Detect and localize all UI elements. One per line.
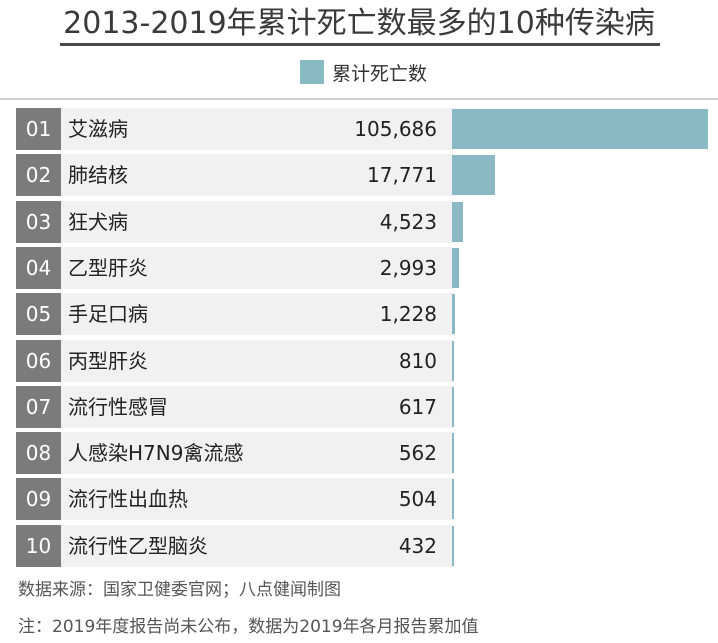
rank-label: 07	[16, 386, 61, 428]
value-label: 810	[398, 349, 437, 373]
rank-label: 01	[16, 108, 61, 150]
category-label: 人感染H7N9禽流感	[68, 441, 244, 465]
rank-label: 03	[16, 201, 61, 243]
category-label: 流行性出血热	[68, 487, 188, 511]
table-row: 04 乙型肝炎 2,993	[16, 247, 453, 289]
category-label: 乙型肝炎	[68, 256, 148, 280]
value-label: 617	[398, 395, 437, 419]
chart-title: 2013-2019年累计死亡数最多的10种传染病	[63, 6, 655, 41]
table-row: 08 人感染H7N9禽流感 562	[16, 432, 453, 474]
bar	[452, 341, 454, 381]
category-label: 手足口病	[68, 302, 148, 326]
table-row: 10 流行性乙型脑炎 432	[16, 525, 453, 567]
bar	[452, 387, 454, 427]
value-label: 1,228	[379, 302, 437, 326]
bar	[452, 109, 708, 149]
rank-label: 05	[16, 293, 61, 335]
bar	[452, 155, 495, 195]
category-label: 狂犬病	[68, 210, 128, 234]
footnote: 注：2019年度报告尚未公布，数据为2019年各月报告累加值	[18, 617, 479, 637]
category-label: 丙型肝炎	[68, 349, 148, 373]
bar	[452, 526, 454, 566]
bar	[452, 202, 463, 242]
table-row: 02 肺结核 17,771	[16, 154, 453, 196]
table-row: 05 手足口病 1,228	[16, 293, 453, 335]
source-note: 数据来源：国家卫健委官网；八点健闻制图	[18, 580, 341, 600]
bar	[452, 479, 454, 519]
value-label: 105,686	[354, 117, 437, 141]
rank-label: 02	[16, 154, 61, 196]
category-label: 流行性乙型脑炎	[68, 534, 208, 558]
value-label: 432	[398, 534, 437, 558]
rank-label: 06	[16, 340, 61, 382]
table-top-rule	[0, 98, 718, 100]
category-label: 肺结核	[68, 163, 128, 187]
value-label: 562	[398, 441, 437, 465]
rank-label: 04	[16, 247, 61, 289]
bar	[452, 433, 454, 473]
table-row: 07 流行性感冒 617	[16, 386, 453, 428]
bar	[452, 294, 455, 334]
rank-label: 09	[16, 478, 61, 520]
value-label: 504	[398, 487, 437, 511]
legend-swatch	[300, 60, 324, 84]
value-label: 17,771	[367, 163, 437, 187]
legend: 累计死亡数	[300, 60, 428, 85]
rank-label: 10	[16, 525, 61, 567]
value-label: 2,993	[379, 256, 437, 280]
title-underline	[60, 43, 660, 46]
bar	[452, 248, 460, 288]
rank-label: 08	[16, 432, 61, 474]
category-label: 艾滋病	[68, 117, 128, 141]
table-row: 01 艾滋病 105,686	[16, 108, 453, 150]
table-row: 03 狂犬病 4,523	[16, 201, 453, 243]
table-row: 09 流行性出血热 504	[16, 478, 453, 520]
table-row: 06 丙型肝炎 810	[16, 340, 453, 382]
legend-label: 累计死亡数	[332, 62, 428, 85]
category-label: 流行性感冒	[68, 395, 168, 419]
value-label: 4,523	[379, 210, 437, 234]
